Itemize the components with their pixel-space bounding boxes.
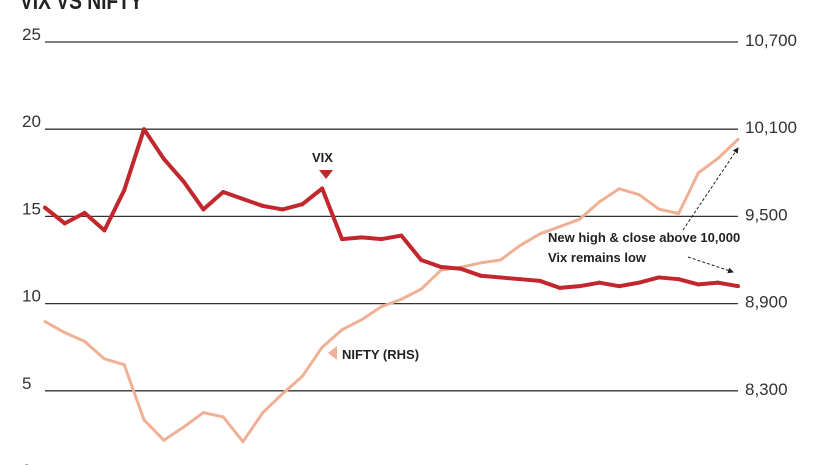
vix-line	[43, 127, 739, 290]
nifty-point	[83, 339, 87, 343]
annotation-new-high: New high & close above 10,000	[548, 230, 740, 245]
chart-title: VIX VS NIFTY	[20, 0, 143, 15]
vix-point	[399, 233, 404, 238]
nifty-point	[122, 363, 126, 367]
vix-point	[43, 205, 47, 210]
nifty-point	[677, 211, 681, 215]
nifty-point	[162, 438, 166, 442]
nifty-point	[558, 225, 562, 229]
vix-point	[676, 277, 681, 282]
y-tick-left: 15	[22, 199, 41, 218]
vix-point	[439, 264, 443, 269]
nifty-point	[538, 232, 542, 236]
nifty-point	[380, 305, 384, 309]
nifty-point	[221, 415, 225, 419]
annotation-arrow-high	[682, 147, 739, 231]
nifty-point	[320, 345, 324, 349]
vix-point	[617, 284, 622, 289]
nifty-point	[102, 357, 106, 361]
vix-label: VIX	[312, 150, 333, 179]
vix-point	[359, 235, 364, 240]
nifty-point	[360, 318, 364, 322]
nifty-point	[340, 328, 344, 332]
vix-point	[241, 196, 245, 201]
y-tick-left: 20	[22, 112, 41, 131]
annotation-arrow-low	[687, 256, 734, 274]
vix-point	[518, 277, 523, 282]
nifty-series-label: NIFTY (RHS)	[342, 347, 419, 362]
y-tick-right: 8,300	[745, 380, 788, 399]
vix-point	[181, 179, 186, 184]
nifty-line	[44, 138, 740, 444]
nifty-point	[261, 411, 265, 415]
vix-point	[300, 202, 305, 207]
vix-point	[62, 221, 67, 226]
vix-point	[736, 284, 740, 289]
vix-point	[320, 186, 325, 191]
y-tick-left: 5	[22, 374, 31, 393]
vix-point	[201, 207, 206, 212]
y-tick-right: 10,100	[745, 118, 797, 137]
nifty-point	[736, 137, 740, 141]
nifty-point	[399, 297, 403, 301]
vix-point	[577, 284, 582, 289]
nifty-point	[696, 171, 700, 175]
y-tick-right: 8,900	[745, 293, 788, 312]
nifty-point	[142, 418, 146, 422]
nifty-point	[281, 392, 285, 396]
nifty-label: NIFTY (RHS)	[328, 346, 419, 362]
vix-point	[340, 237, 344, 242]
vix-point	[280, 207, 285, 212]
vix-series-label: VIX	[312, 150, 333, 165]
y-tick-right: 10,700	[745, 31, 797, 50]
nifty-point	[498, 258, 502, 262]
annotation-vix-low: Vix remains low	[548, 250, 647, 265]
vix-point	[122, 188, 127, 193]
nifty-point	[657, 207, 661, 211]
vix-point	[637, 280, 641, 285]
nifty-point	[637, 193, 641, 197]
vix-point	[597, 280, 602, 285]
vix-point	[716, 280, 721, 285]
nifty-point	[182, 425, 186, 429]
vix-point	[478, 273, 483, 278]
nifty-point	[479, 261, 483, 265]
nifty-point	[578, 217, 582, 221]
y-tick-left: 25	[22, 25, 41, 44]
vix-point	[557, 285, 562, 290]
vix-point	[221, 189, 226, 194]
vix-point	[161, 156, 166, 161]
nifty-point	[716, 156, 720, 160]
nifty-point	[419, 287, 423, 291]
y-tick-left: 10	[22, 287, 41, 306]
vix-point	[538, 278, 542, 283]
nifty-point	[201, 411, 205, 415]
vix-point	[696, 282, 701, 287]
nifty-marker-icon	[328, 346, 337, 360]
vix-marker-icon	[319, 170, 333, 179]
y-tick-right: 9,500	[745, 205, 788, 224]
nifty-point	[241, 440, 245, 444]
nifty-point	[597, 200, 601, 204]
vix-point	[498, 275, 503, 280]
y-tick-left: 0	[22, 461, 31, 465]
vix-point	[458, 266, 463, 271]
vix-point	[102, 228, 107, 233]
nifty-point	[43, 320, 47, 324]
vix-point	[379, 237, 384, 242]
nifty-point	[518, 243, 522, 247]
vix-point	[656, 275, 661, 280]
nifty-point	[300, 374, 304, 378]
nifty-point	[617, 187, 621, 191]
vix-point	[260, 203, 265, 208]
nifty-point	[63, 331, 67, 335]
vix-point	[142, 127, 146, 132]
vix-point	[419, 258, 424, 262]
nifty-point	[439, 268, 443, 272]
vix-point	[82, 210, 87, 215]
